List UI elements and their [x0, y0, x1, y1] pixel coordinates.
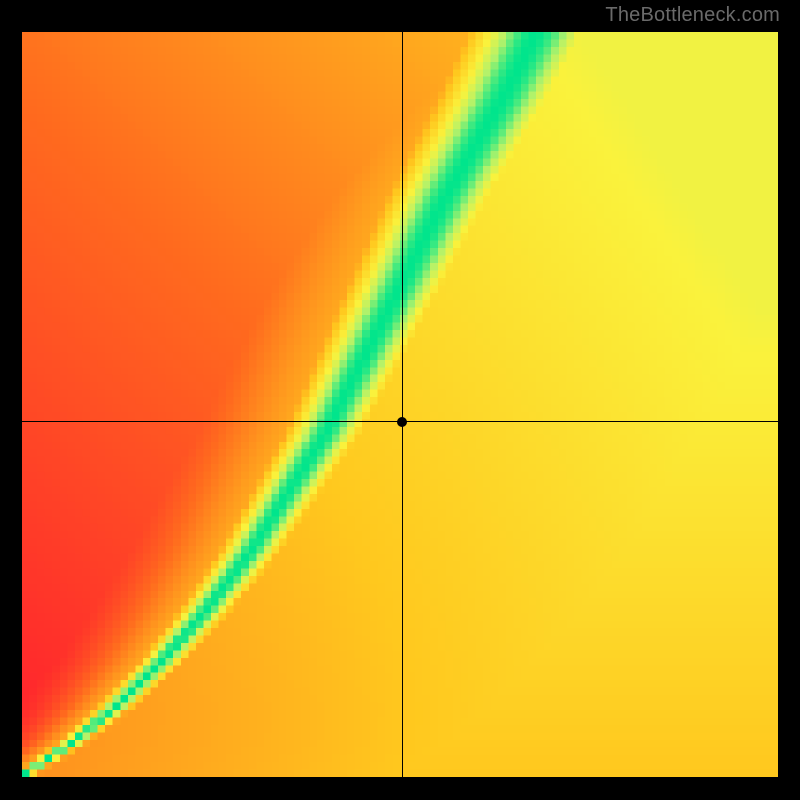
- crosshair-vertical: [402, 32, 403, 777]
- crosshair-marker: [397, 417, 407, 427]
- watermark-text: TheBottleneck.com: [605, 4, 780, 27]
- heatmap-canvas: [22, 32, 778, 777]
- heatmap-plot: [22, 32, 778, 777]
